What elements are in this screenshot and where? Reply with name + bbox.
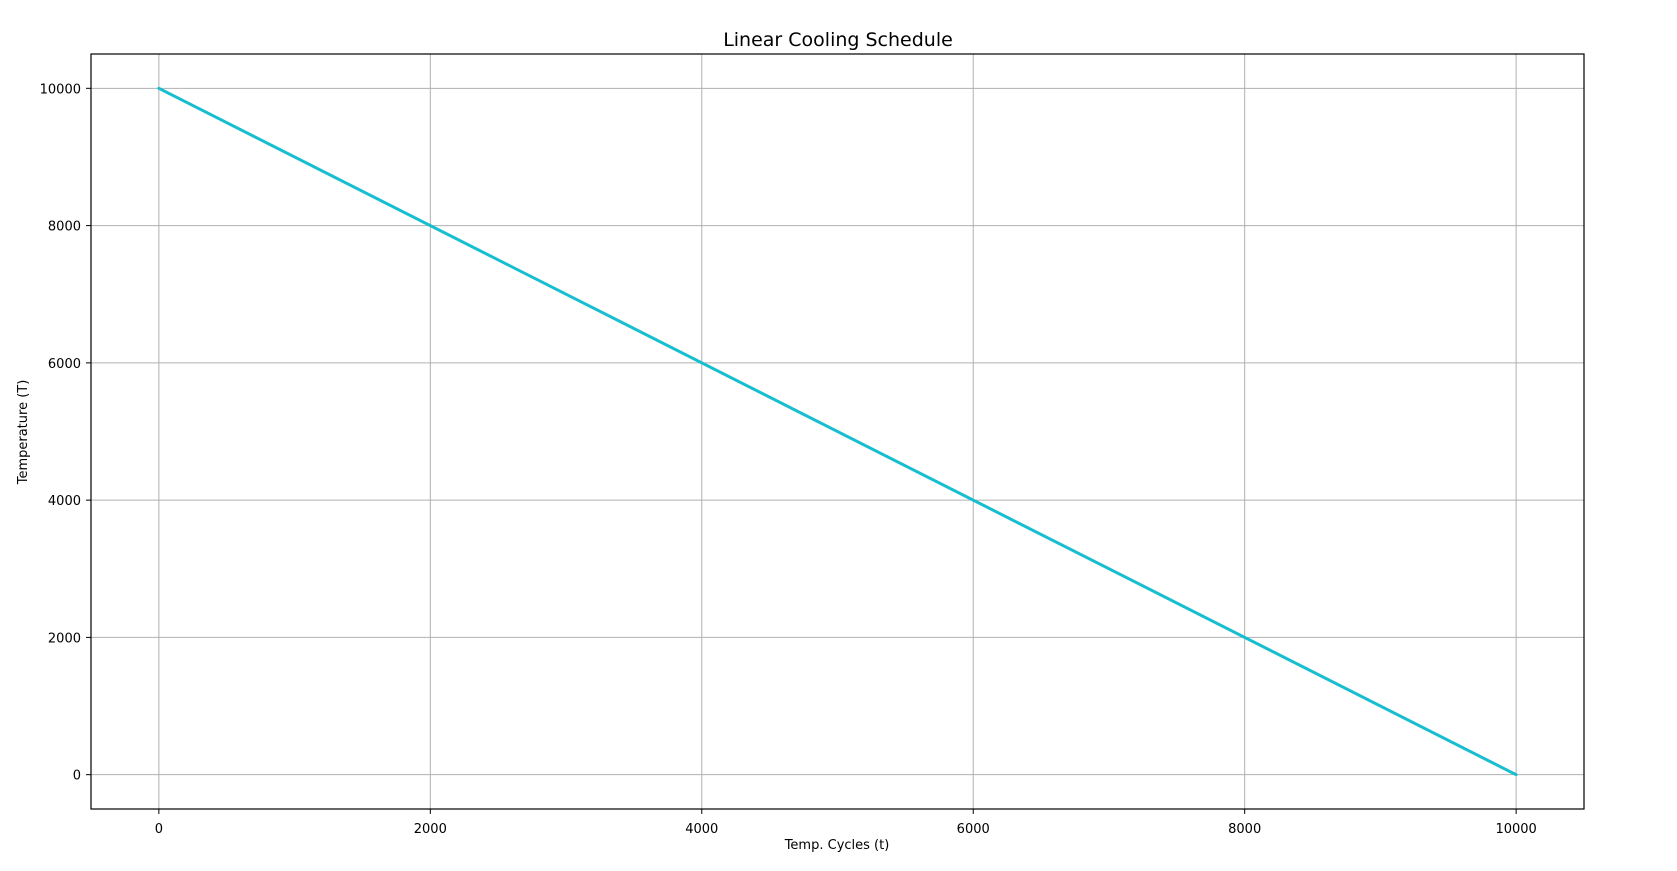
y-tick-label: 0	[73, 769, 81, 784]
y-tick-label: 6000	[48, 357, 81, 372]
y-tick-label: 10000	[40, 82, 81, 97]
x-tick-label: 10000	[1495, 822, 1536, 837]
x-axis-label: Temp. Cycles (t)	[784, 838, 890, 853]
y-tick-label: 4000	[48, 494, 81, 509]
series-layer	[157, 86, 1518, 777]
y-tick-label: 2000	[48, 631, 81, 646]
y-axis-label: Temperature (T)	[16, 380, 31, 486]
y-tick-label: 8000	[48, 220, 81, 235]
y-axis-ticks: 0 2000 4000 6000 8000 10000	[40, 82, 91, 784]
x-tick-label: 6000	[957, 822, 990, 837]
x-tick-label: 8000	[1228, 822, 1261, 837]
plot-frame	[90, 53, 1585, 810]
x-tick-label: 2000	[414, 822, 447, 837]
chart-title: Linear Cooling Schedule	[723, 29, 953, 51]
grid-lines	[91, 54, 1584, 809]
x-axis-ticks: 0 2000 4000 6000 8000 10000	[155, 809, 1537, 837]
series-line-0	[157, 86, 1518, 777]
x-tick-label: 4000	[685, 822, 718, 837]
x-tick-label: 0	[155, 822, 163, 837]
